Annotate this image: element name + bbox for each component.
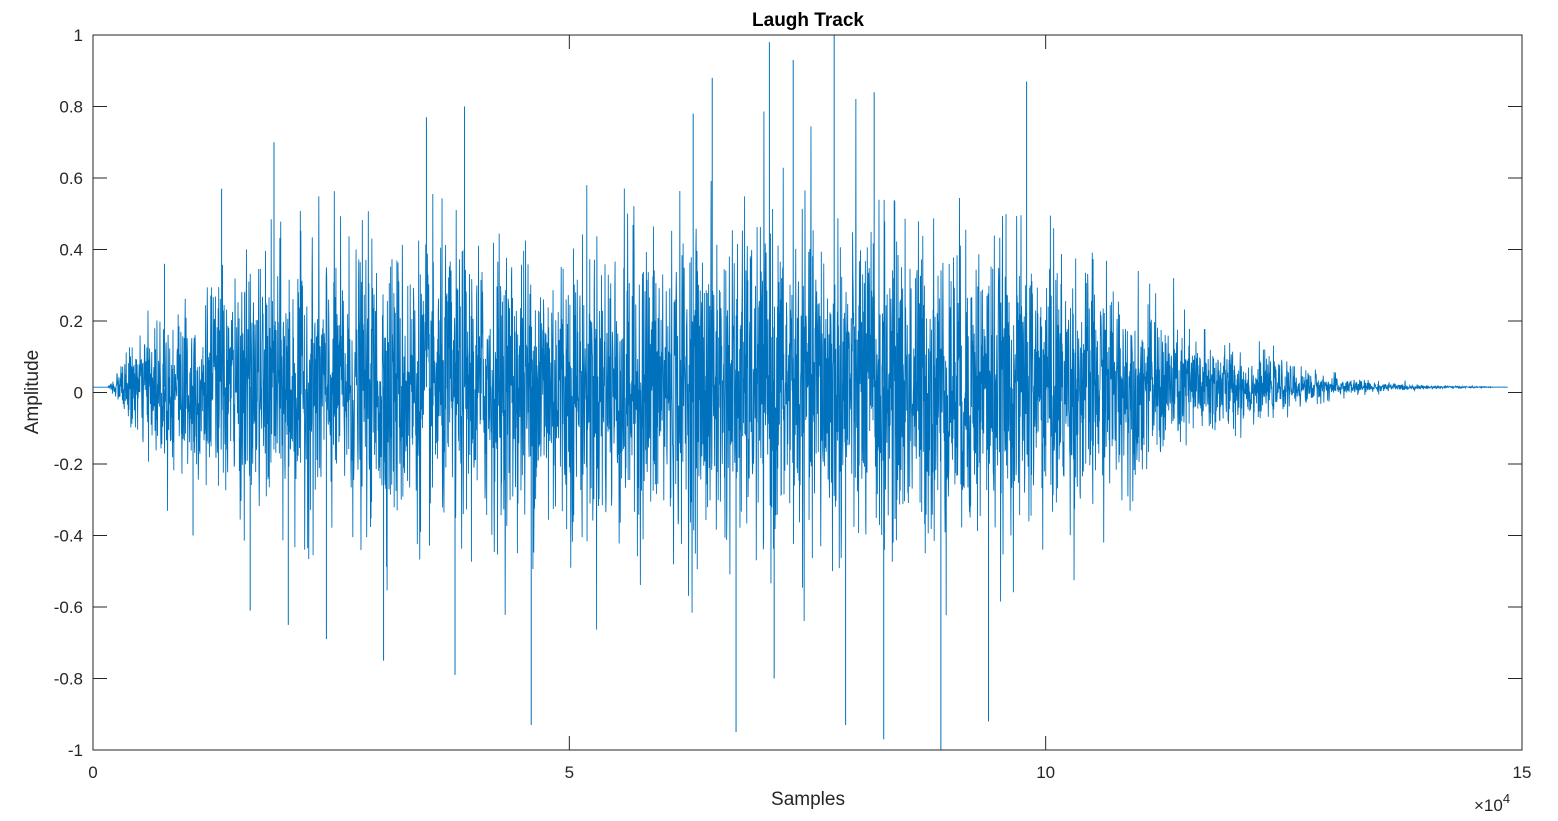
chart-title: Laugh Track [752,10,864,31]
x-tick-label: 15 [1513,763,1532,782]
x-axis-exponent-power: 4 [1503,791,1510,806]
y-axis-ticks: -1 -0.8 -0.6 -0.4 -0.2 0 0.2 0.4 0.6 0.8 1 [54,26,1522,760]
x-tick-label: 10 [1036,763,1055,782]
y-tick-label: 0.8 [59,98,83,117]
y-tick-label: 0 [74,384,83,403]
y-tick-label: 0.4 [59,241,83,260]
y-tick-label: 0.2 [59,312,83,331]
y-tick-label: 0.6 [59,169,83,188]
x-axis-exponent: ×104 [1474,791,1510,815]
y-tick-label: -0.8 [54,670,83,689]
x-axis-exponent-base: ×10 [1474,796,1503,815]
x-tick-label: 0 [88,763,97,782]
y-tick-label: -0.4 [54,527,83,546]
plot-area [92,34,1523,751]
series-layer [93,35,1508,750]
y-tick-label: -0.6 [54,598,83,617]
y-tick-label: 1 [74,26,83,45]
y-tick-label: -0.2 [54,455,83,474]
x-axis-ticks: 0 5 10 15 [88,35,1531,782]
svg-text:×104: ×104 [1474,791,1510,815]
x-tick-label: 5 [565,763,574,782]
x-axis-label: Samples [771,789,845,810]
y-tick-label: -1 [68,741,83,760]
waveform-line [93,99,1508,630]
y-axis-label: Amplitude [22,350,43,435]
